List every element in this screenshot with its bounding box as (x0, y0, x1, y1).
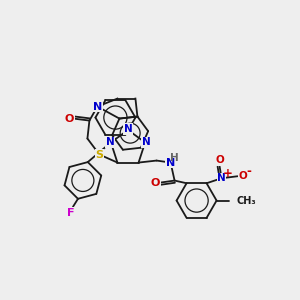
Text: N: N (106, 137, 114, 147)
Text: S: S (95, 150, 104, 160)
Text: N: N (93, 102, 102, 112)
Text: O: O (238, 171, 247, 181)
Text: H: H (170, 153, 179, 163)
Text: -: - (246, 165, 251, 178)
Text: +: + (223, 167, 232, 180)
Text: N: N (166, 158, 175, 168)
Text: CH₃: CH₃ (237, 196, 256, 206)
Text: F: F (67, 208, 75, 218)
Text: N: N (124, 124, 132, 134)
Text: O: O (215, 155, 224, 165)
Text: N: N (142, 137, 151, 147)
Text: N: N (217, 173, 226, 183)
Text: O: O (65, 114, 74, 124)
Text: O: O (151, 178, 160, 188)
